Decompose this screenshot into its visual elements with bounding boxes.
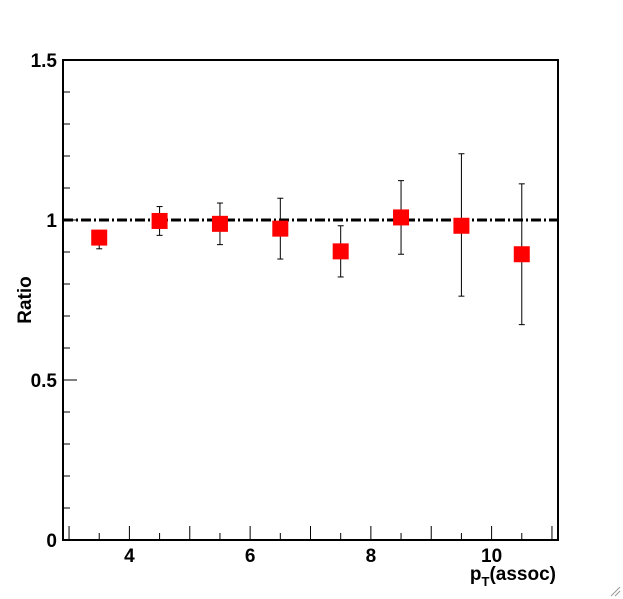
data-point	[151, 212, 168, 229]
data-point	[393, 209, 410, 226]
x-axis-title: pT(assoc)	[470, 564, 556, 589]
x-axis-title-rest: (assoc)	[489, 564, 556, 585]
data-point	[453, 217, 470, 234]
y-tick-label: 1	[46, 211, 57, 232]
x-axis-title-main: p	[470, 564, 482, 585]
y-tick-label: 0	[46, 531, 57, 552]
x-tick-label: 4	[124, 546, 135, 567]
x-tick-label: 8	[366, 546, 377, 567]
y-tick-label: 0.5	[31, 371, 58, 392]
x-axis-title-sub: T	[482, 574, 490, 589]
data-point	[272, 220, 289, 237]
y-tick-label: 1.5	[31, 51, 58, 72]
x-tick-label: 6	[245, 546, 256, 567]
data-point	[211, 215, 228, 232]
resize-grip-icon[interactable]	[609, 585, 621, 597]
data-layer	[91, 153, 530, 326]
x-tick-label: 10	[481, 546, 502, 567]
tick-layer: 4 6 8 10 0 0.5 1 1.5	[31, 51, 553, 567]
data-point	[91, 229, 108, 246]
plot-frame	[62, 59, 559, 541]
data-point	[332, 243, 349, 260]
data-point	[513, 246, 530, 263]
y-axis-title: Ratio	[15, 276, 36, 324]
